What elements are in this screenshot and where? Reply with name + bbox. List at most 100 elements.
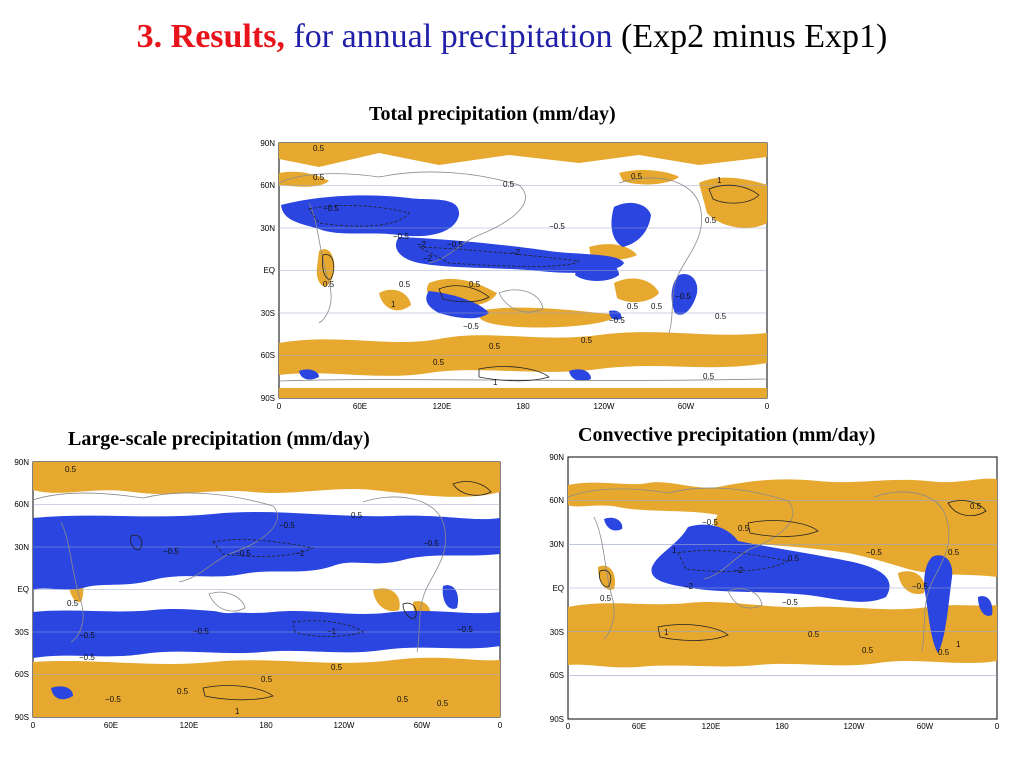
lat-tick: 30N (260, 224, 275, 233)
contour-label: −0.5 (163, 547, 179, 556)
map-plot-area: 0.5 −0.5 0.5 1 −2 −2 0.5 −0.5 −0.5 1 0.5… (567, 456, 998, 720)
contour-label: −2 (417, 240, 427, 249)
negative-anomaly-regions (281, 195, 698, 381)
lon-tick: 0 (277, 402, 282, 411)
contour-label: 1 (956, 640, 961, 649)
title-results: 3. Results, (136, 18, 285, 55)
contour-label: 0.5 (67, 599, 79, 608)
lat-tick: 90S (550, 715, 564, 724)
contour-label: 0.5 (651, 302, 663, 311)
lon-tick: 120E (702, 722, 721, 731)
contour-label: 0.5 (397, 695, 409, 704)
longitude-axis: 0 60E 120E 180 120W 60W 0 (566, 722, 1000, 731)
contour-label: −0.5 (279, 521, 295, 530)
longitude-axis: 0 60E 120E 180 120W 60W 0 (277, 402, 770, 411)
lat-tick: 90S (15, 713, 29, 722)
contour-label: 0.5 (581, 336, 593, 345)
map-plot-area: 0.5 0.5 0.5 0.5 1 −0.5 −0.5 −2 −2 −0.5 −… (278, 142, 768, 399)
lon-tick: 180 (775, 722, 789, 731)
lon-tick: 0 (765, 402, 770, 411)
lat-tick: 60N (549, 496, 564, 505)
positive-anomaly-regions (568, 478, 997, 668)
contour-label: −0.5 (463, 322, 479, 331)
contour-label: 0.5 (600, 594, 612, 603)
contour-label: 0.5 (489, 342, 501, 351)
contour-label: 0.5 (351, 511, 363, 520)
contour-label: 0.5 (437, 699, 449, 708)
coastlines (32, 492, 447, 653)
contour-label: 0.5 (938, 648, 950, 657)
lon-tick: 60E (104, 721, 118, 730)
lat-tick: EQ (263, 266, 275, 275)
contour-label: 0.5 (948, 548, 960, 557)
lon-tick: 120W (334, 721, 355, 730)
neutral-regions (203, 566, 407, 614)
contour-label: −2 (684, 582, 694, 591)
latitude-axis: 90N 60N 30N EQ 30S 60S 90S (260, 139, 275, 403)
lat-tick: 60S (261, 351, 275, 360)
latitude-axis: 90N 60N 30N EQ 30S 60S 90S (14, 458, 29, 722)
contour-label: 1 (391, 300, 396, 309)
contour-label: 1 (664, 628, 669, 637)
contour-label: −0.5 (79, 631, 95, 640)
latitude-grid (568, 500, 997, 676)
map-plot-area: 0.5 0.5 −0.5 −0.5 −0.5 −1 −0.5 0.5 −0.5 … (32, 461, 501, 718)
contour-label: −0.5 (457, 625, 473, 634)
contour-label: 0.5 (433, 358, 445, 367)
contour-label: 0.5 (738, 524, 750, 533)
lon-tick: 120E (433, 402, 452, 411)
negative-contours (212, 539, 364, 637)
lon-tick: 60W (414, 721, 431, 730)
contour-label: −0.5 (609, 316, 625, 325)
lon-tick: 0 (498, 721, 503, 730)
title-subject: for annual precipitation (293, 18, 613, 55)
contour-label: −0.5 (866, 548, 882, 557)
contour-label: −0.5 (235, 549, 251, 558)
lat-tick: 30N (549, 540, 564, 549)
positive-contours (130, 481, 492, 701)
contour-label: 0.5 (313, 173, 325, 182)
contour-label: −0.5 (393, 232, 409, 241)
contour-label: 1 (672, 546, 677, 555)
title-experiment: (Exp2 minus Exp1) (621, 18, 888, 55)
contour-label: −2 (734, 566, 744, 575)
positive-anomaly-regions (33, 462, 500, 717)
contour-label: −0.5 (193, 627, 209, 636)
lon-tick: 120W (594, 402, 615, 411)
lon-tick: 0 (995, 722, 1000, 731)
contour-label: 0.5 (627, 302, 639, 311)
coastlines (278, 171, 768, 382)
negative-anomaly-regions (604, 517, 993, 653)
contour-label: 0.5 (323, 280, 335, 289)
positive-contours (599, 500, 987, 641)
lat-tick: 90N (260, 139, 275, 148)
contour-label: 0.5 (469, 280, 481, 289)
contour-label: 0.5 (788, 554, 800, 563)
contour-labels: 0.5 −0.5 0.5 1 −2 −2 0.5 −0.5 −0.5 1 0.5… (600, 502, 982, 657)
negative-contours (677, 550, 790, 572)
contour-label: 1 (235, 707, 240, 716)
contour-label: 1 (717, 176, 722, 185)
lat-tick: 60N (14, 500, 29, 509)
contour-label: −1 (327, 627, 337, 636)
lon-tick: 60E (353, 402, 367, 411)
contour-label: −2 (423, 254, 433, 263)
contour-label: 0.5 (65, 465, 77, 474)
lat-tick: 60S (550, 671, 564, 680)
lat-tick: 90N (549, 453, 564, 462)
lon-tick: 180 (259, 721, 273, 730)
contour-label: −0.5 (105, 695, 121, 704)
lat-tick: EQ (17, 585, 29, 594)
lat-tick: 90N (14, 458, 29, 467)
lon-tick: 0 (31, 721, 36, 730)
contour-label: 0.5 (331, 663, 343, 672)
lat-tick: 90S (261, 394, 275, 403)
contour-label: 0.5 (313, 144, 325, 153)
negative-anomaly-regions (33, 512, 500, 700)
map-large-scale-precipitation: 0.5 0.5 −0.5 −0.5 −0.5 −1 −0.5 0.5 −0.5 … (14, 458, 503, 730)
coastlines (567, 487, 950, 652)
contour-labels: 0.5 0.5 0.5 0.5 1 −0.5 −0.5 −2 −2 −0.5 −… (313, 144, 727, 387)
lon-tick: 180 (516, 402, 530, 411)
lon-tick: 120E (180, 721, 199, 730)
map-convective-precipitation: 0.5 −0.5 0.5 1 −2 −2 0.5 −0.5 −0.5 1 0.5… (549, 453, 1000, 731)
